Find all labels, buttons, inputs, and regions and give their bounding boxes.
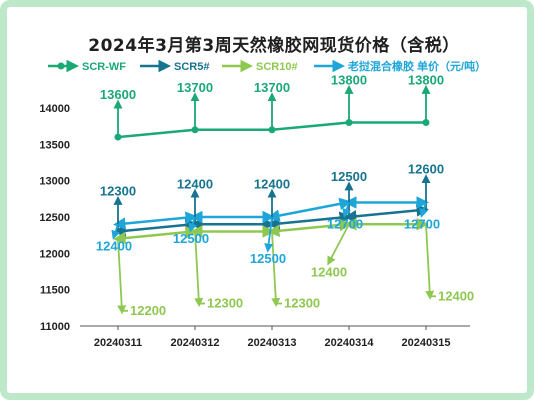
data-label: 12400 xyxy=(254,176,290,191)
data-label: 12300 xyxy=(207,296,243,311)
label-leader xyxy=(271,231,281,308)
data-label: 13700 xyxy=(177,80,213,95)
y-tick-label: 11500 xyxy=(40,285,70,297)
x-tick-label: 20240314 xyxy=(325,337,375,349)
label-leader xyxy=(425,224,435,300)
x-tick-label: 20240312 xyxy=(171,337,220,349)
x-axis: 20240311 20240312 20240313 20240314 20240315 xyxy=(80,325,470,349)
series-segment xyxy=(344,204,429,223)
series-segment xyxy=(113,226,198,245)
data-label: 12400 xyxy=(177,176,213,191)
legend-marker xyxy=(57,62,65,70)
x-tick-label: 20240315 xyxy=(402,337,451,349)
y-tick-label: 13500 xyxy=(39,139,70,151)
series-segment xyxy=(113,211,198,230)
y-axis: 11000 11500 12000 12500 13000 13500 14000 xyxy=(39,103,70,333)
series-segment xyxy=(267,218,352,238)
series-3 xyxy=(113,196,429,230)
chart-title: 2024年3月第3周天然橡胶网现货价格（含税） xyxy=(88,36,460,56)
y-tick-label: 13000 xyxy=(39,176,70,188)
legend-entry: 老挝混合橡胶 单价（元/吨） xyxy=(347,59,486,73)
legend: SCR-WF SCR5# SCR10# 老挝混合橡胶 单价（元/吨） xyxy=(48,59,486,73)
label-leader xyxy=(194,231,204,308)
data-label: 12400 xyxy=(438,288,474,303)
y-tick-label: 14000 xyxy=(39,103,70,115)
data-label: 12700 xyxy=(404,216,440,231)
data-label: 12600 xyxy=(408,162,444,177)
data-label: 12500 xyxy=(331,169,367,184)
data-label: 12500 xyxy=(250,251,286,266)
y-tick-label: 12500 xyxy=(39,212,70,224)
data-label: 12400 xyxy=(96,238,132,253)
label-leader xyxy=(419,202,428,218)
y-tick-label: 12000 xyxy=(39,248,70,260)
data-labels: 13600 13700 13700 13800 13800 12300 12400 12400… xyxy=(96,73,474,318)
label-leader xyxy=(111,223,120,240)
label-leader xyxy=(264,216,274,253)
data-label: 13800 xyxy=(331,73,367,88)
label-leader xyxy=(327,223,350,266)
legend-entry: SCR10# xyxy=(256,61,298,73)
x-tick-label: 20240313 xyxy=(248,337,297,349)
legend-entry: SCR-WF xyxy=(82,61,126,73)
label-leader xyxy=(117,238,127,315)
data-label: 12300 xyxy=(100,184,136,199)
legend-entry: SCR5# xyxy=(174,61,209,73)
series-segment xyxy=(267,197,352,222)
data-label: 12300 xyxy=(284,296,320,311)
label-leader xyxy=(188,216,197,233)
label-leader xyxy=(342,202,351,218)
series-2 xyxy=(113,218,429,245)
data-label: 12200 xyxy=(130,303,166,318)
data-label: 13700 xyxy=(254,80,290,95)
data-label: 12400 xyxy=(311,264,347,279)
data-label: 13600 xyxy=(100,87,136,102)
data-label: 13800 xyxy=(408,73,444,88)
y-tick-label: 11000 xyxy=(40,321,70,333)
data-label: 12500 xyxy=(173,231,209,246)
data-label: 12700 xyxy=(327,216,363,231)
x-tick-label: 20240311 xyxy=(94,337,142,349)
